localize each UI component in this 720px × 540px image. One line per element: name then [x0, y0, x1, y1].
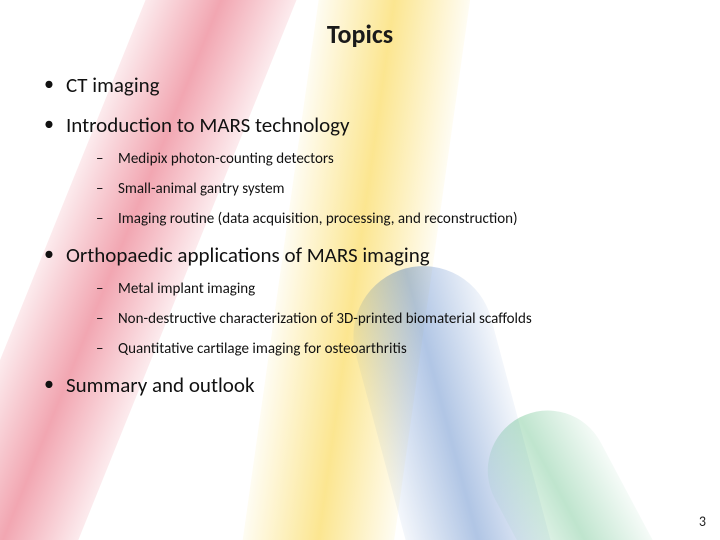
sub-item: Small-animal gantry system [96, 180, 680, 198]
bullet-text: Summary and outlook [66, 372, 255, 398]
sub-item: Imaging routine (data acquisition, proce… [96, 210, 680, 228]
sub-item: Medipix photon-counting detectors [96, 150, 680, 168]
slide-title: Topics [40, 18, 680, 50]
sub-item: Quantitative cartilage imaging for osteo… [96, 340, 680, 358]
sub-list: Metal implant imaging Non-destructive ch… [66, 280, 680, 358]
list-item: CT imaging [44, 72, 680, 98]
list-item: Orthopaedic applications of MARS imaging… [44, 242, 680, 358]
slide-number: 3 [699, 513, 706, 530]
sub-list: Medipix photon-counting detectors Small-… [66, 150, 680, 228]
list-item: Summary and outlook [44, 372, 680, 398]
list-item: Introduction to MARS technology Medipix … [44, 112, 680, 228]
sub-item: Metal implant imaging [96, 280, 680, 298]
bullet-text: CT imaging [66, 72, 160, 98]
bullet-text: Orthopaedic applications of MARS imaging [66, 242, 430, 268]
slide-content: Topics CT imaging Introduction to MARS t… [0, 0, 720, 422]
bullet-text: Introduction to MARS technology [66, 112, 350, 138]
sub-item: Non-destructive characterization of 3D-p… [96, 310, 680, 328]
bullet-list: CT imaging Introduction to MARS technolo… [40, 72, 680, 398]
